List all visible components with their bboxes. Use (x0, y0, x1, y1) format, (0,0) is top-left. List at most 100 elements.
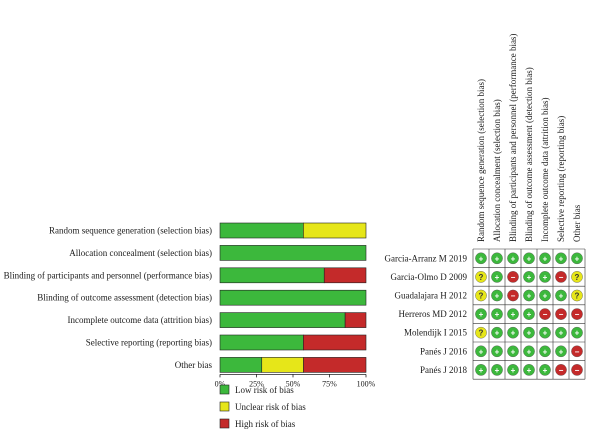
bar-category-label: Blinding of outcome assessment (detectio… (37, 293, 212, 303)
risk-symbol-low: + (543, 254, 548, 263)
risk-symbol-unclear: ? (479, 273, 484, 282)
x-tick-label: 25% (249, 379, 264, 388)
risk-symbol-high: − (511, 292, 516, 301)
risk-cell-high (507, 289, 519, 302)
risk-cell-low (507, 364, 519, 376)
bar-category-label: Selective reporting (reporting bias) (86, 338, 212, 348)
risk-symbol-unclear: ? (575, 292, 580, 301)
risk-cell-low (491, 326, 503, 339)
risk-cell-low (491, 308, 503, 320)
risk-cell-low (475, 252, 487, 265)
risk-cell-low (491, 271, 503, 283)
risk-symbol-high: − (559, 310, 564, 319)
bar-segment-low (219, 334, 304, 351)
risk-cell-low (555, 252, 567, 265)
risk-symbol-low: + (559, 329, 564, 338)
risk-cell-high (571, 308, 583, 320)
risk-symbol-low: + (495, 347, 500, 356)
risk-symbol-high: − (543, 310, 548, 319)
risk-symbol-low: + (543, 292, 548, 301)
risk-cell-low (475, 364, 487, 376)
risk-symbol-low: + (511, 329, 516, 338)
table-study-label: Molendijk I 2015 (404, 328, 467, 338)
risk-cell-unclear (571, 271, 583, 283)
bar-category-label: Incomplete outcome data (attrition bias) (68, 315, 212, 325)
risk-cell-low (571, 252, 583, 265)
risk-symbol-high: − (575, 366, 580, 375)
legend-swatch-unclear (219, 401, 230, 412)
risk-cell-low (571, 326, 583, 339)
risk-symbol-unclear: ? (479, 292, 484, 301)
risk-symbol-high: − (559, 366, 564, 375)
risk-symbol-low: + (559, 347, 564, 356)
table-study-label: Guadalajara H 2012 (395, 291, 467, 301)
risk-cell-low (491, 252, 503, 265)
risk-cell-low (507, 326, 519, 339)
risk-cell-high (571, 364, 583, 376)
risk-symbol-low: + (495, 310, 500, 319)
risk-cell-low (491, 289, 503, 302)
risk-symbol-low: + (527, 347, 532, 356)
risk-cell-low (555, 345, 567, 358)
legend-label-high: High risk of bias (235, 419, 296, 429)
risk-cell-low (555, 289, 567, 302)
bar-segment-high (323, 267, 367, 284)
risk-symbol-low: + (543, 329, 548, 338)
risk-symbol-low: + (559, 254, 564, 263)
risk-cell-low (523, 308, 535, 320)
risk-cell-low (523, 326, 535, 339)
risk-symbol-low: + (479, 347, 484, 356)
risk-cell-unclear (571, 289, 583, 302)
table-column-header: Blinding of participants and personnel (… (508, 34, 518, 242)
risk-cell-low (507, 252, 519, 265)
risk-cell-low (523, 289, 535, 302)
risk-symbol-low: + (527, 329, 532, 338)
table-study-label: Garcia-Arranz M 2019 (385, 253, 468, 263)
table-study-label: Garcia-Olmo D 2009 (391, 272, 468, 282)
bar-segment-high (303, 357, 367, 373)
x-tick-label: 0% (215, 379, 226, 388)
risk-cell-low (523, 345, 535, 358)
legend: Low risk of bias Unclear risk of bias High… (219, 384, 306, 429)
risk-symbol-low: + (511, 347, 516, 356)
table-column-header: Other bias (572, 204, 582, 242)
risk-cell-low (507, 345, 519, 358)
risk-symbol-low: + (479, 254, 484, 263)
risk-symbol-low: + (495, 254, 500, 263)
bar-segment-low (219, 357, 263, 373)
risk-symbol-high: − (511, 273, 516, 282)
risk-symbol-low: + (495, 366, 500, 375)
legend-swatch-high (219, 418, 230, 429)
risk-cell-low (475, 308, 487, 320)
bar-segment-low (219, 222, 304, 239)
table-column-header: Selective reporting (reporting bias) (556, 116, 566, 242)
risk-cell-high (571, 345, 583, 358)
bar-category-label: Blinding of participants and personnel (… (4, 270, 212, 280)
risk-cell-low (523, 252, 535, 265)
table-study-label: Panés J 2018 (420, 365, 467, 375)
risk-cell-low (491, 364, 503, 376)
risk-symbol-high: − (575, 347, 580, 356)
risk-symbol-low: + (495, 292, 500, 301)
risk-symbol-low: + (543, 273, 548, 282)
risk-symbol-low: + (543, 366, 548, 375)
risk-cell-high (539, 308, 551, 320)
risk-cell-high (555, 271, 567, 283)
risk-symbol-unclear: ? (575, 273, 580, 282)
risk-of-bias-table: Random sequence generation (selection bi… (385, 34, 586, 380)
risk-symbol-low: + (495, 329, 500, 338)
risk-symbol-low: + (495, 273, 500, 282)
risk-cell-low (539, 345, 551, 358)
table-study-label: Herreros MD 2012 (399, 309, 467, 319)
bar-segment-high (303, 334, 367, 351)
legend-label-unclear: Unclear risk of bias (235, 402, 306, 412)
risk-cell-low (539, 326, 551, 339)
bar-segment-low (219, 289, 367, 306)
legend-swatch-low (219, 384, 230, 395)
risk-cell-low (491, 345, 503, 358)
bar-segment-low (219, 312, 346, 328)
risk-symbol-low: + (511, 254, 516, 263)
risk-cell-low (539, 252, 551, 265)
risk-symbol-low: + (527, 310, 532, 319)
